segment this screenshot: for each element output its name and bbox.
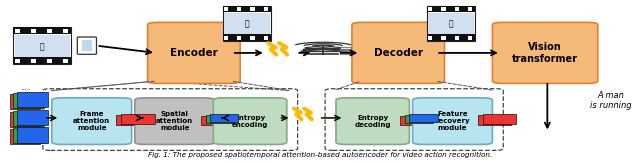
FancyBboxPatch shape xyxy=(410,114,438,122)
Text: A man
is running: A man is running xyxy=(590,91,632,110)
FancyBboxPatch shape xyxy=(492,22,598,83)
FancyBboxPatch shape xyxy=(116,115,150,125)
Text: Entropy
encoding: Entropy encoding xyxy=(232,115,268,128)
Text: Decoder: Decoder xyxy=(374,48,423,58)
Text: Frame
attention
module: Frame attention module xyxy=(73,111,110,131)
FancyBboxPatch shape xyxy=(15,35,70,57)
FancyBboxPatch shape xyxy=(13,93,44,108)
FancyBboxPatch shape xyxy=(455,36,459,40)
FancyBboxPatch shape xyxy=(13,128,44,144)
FancyBboxPatch shape xyxy=(427,6,475,12)
Text: ...: ... xyxy=(21,82,31,93)
FancyBboxPatch shape xyxy=(264,36,268,40)
FancyBboxPatch shape xyxy=(428,36,432,40)
FancyBboxPatch shape xyxy=(483,114,516,124)
FancyBboxPatch shape xyxy=(455,7,459,11)
FancyBboxPatch shape xyxy=(340,47,351,49)
FancyBboxPatch shape xyxy=(17,110,48,125)
FancyBboxPatch shape xyxy=(468,36,472,40)
Text: 🏃: 🏃 xyxy=(40,42,45,51)
FancyBboxPatch shape xyxy=(13,110,44,126)
Text: 🏃: 🏃 xyxy=(244,19,249,28)
FancyBboxPatch shape xyxy=(13,58,71,64)
FancyBboxPatch shape xyxy=(205,115,234,123)
FancyBboxPatch shape xyxy=(47,29,52,33)
FancyBboxPatch shape xyxy=(477,115,511,125)
FancyBboxPatch shape xyxy=(10,111,40,127)
FancyBboxPatch shape xyxy=(428,13,474,34)
FancyBboxPatch shape xyxy=(250,36,255,40)
FancyBboxPatch shape xyxy=(427,6,475,41)
FancyBboxPatch shape xyxy=(223,13,269,34)
Text: Vision
transformer: Vision transformer xyxy=(512,42,578,64)
FancyBboxPatch shape xyxy=(352,22,445,83)
FancyBboxPatch shape xyxy=(15,29,20,33)
FancyBboxPatch shape xyxy=(237,7,241,11)
FancyBboxPatch shape xyxy=(17,127,48,143)
Text: Feature
recovery
module: Feature recovery module xyxy=(435,111,470,131)
FancyBboxPatch shape xyxy=(148,22,240,83)
FancyBboxPatch shape xyxy=(10,94,40,109)
FancyBboxPatch shape xyxy=(250,7,255,11)
FancyBboxPatch shape xyxy=(47,59,52,63)
Text: Entropy
decoding: Entropy decoding xyxy=(355,115,391,128)
FancyBboxPatch shape xyxy=(77,37,97,54)
FancyBboxPatch shape xyxy=(31,59,36,63)
FancyBboxPatch shape xyxy=(63,59,68,63)
FancyBboxPatch shape xyxy=(17,92,48,107)
FancyBboxPatch shape xyxy=(442,7,445,11)
Text: Encoder: Encoder xyxy=(170,48,218,58)
Text: 🏃: 🏃 xyxy=(449,19,453,28)
FancyBboxPatch shape xyxy=(210,114,238,122)
FancyBboxPatch shape xyxy=(427,35,475,41)
FancyBboxPatch shape xyxy=(237,36,241,40)
FancyBboxPatch shape xyxy=(336,98,410,145)
FancyBboxPatch shape xyxy=(122,114,155,124)
FancyBboxPatch shape xyxy=(468,7,472,11)
FancyBboxPatch shape xyxy=(13,27,71,64)
FancyBboxPatch shape xyxy=(413,98,492,145)
FancyBboxPatch shape xyxy=(340,49,351,50)
FancyBboxPatch shape xyxy=(52,98,132,145)
FancyBboxPatch shape xyxy=(201,116,229,125)
FancyBboxPatch shape xyxy=(13,27,71,34)
FancyBboxPatch shape xyxy=(223,6,271,12)
FancyBboxPatch shape xyxy=(405,115,433,123)
Text: Fig. 1: The proposed spatiotemporal attention-based autoencoder for video action: Fig. 1: The proposed spatiotemporal atte… xyxy=(148,152,492,158)
FancyBboxPatch shape xyxy=(15,59,20,63)
FancyBboxPatch shape xyxy=(10,129,40,145)
FancyBboxPatch shape xyxy=(401,116,429,125)
FancyBboxPatch shape xyxy=(223,36,228,40)
FancyBboxPatch shape xyxy=(442,36,445,40)
FancyBboxPatch shape xyxy=(428,7,432,11)
FancyBboxPatch shape xyxy=(135,98,214,145)
FancyBboxPatch shape xyxy=(31,29,36,33)
Text: Spatial
attention
module: Spatial attention module xyxy=(156,111,193,131)
FancyBboxPatch shape xyxy=(223,6,271,41)
FancyBboxPatch shape xyxy=(213,98,287,145)
FancyBboxPatch shape xyxy=(82,40,92,51)
FancyBboxPatch shape xyxy=(264,7,268,11)
FancyBboxPatch shape xyxy=(340,52,351,54)
FancyBboxPatch shape xyxy=(223,35,271,41)
FancyBboxPatch shape xyxy=(63,29,68,33)
FancyBboxPatch shape xyxy=(340,51,351,52)
FancyBboxPatch shape xyxy=(223,7,228,11)
